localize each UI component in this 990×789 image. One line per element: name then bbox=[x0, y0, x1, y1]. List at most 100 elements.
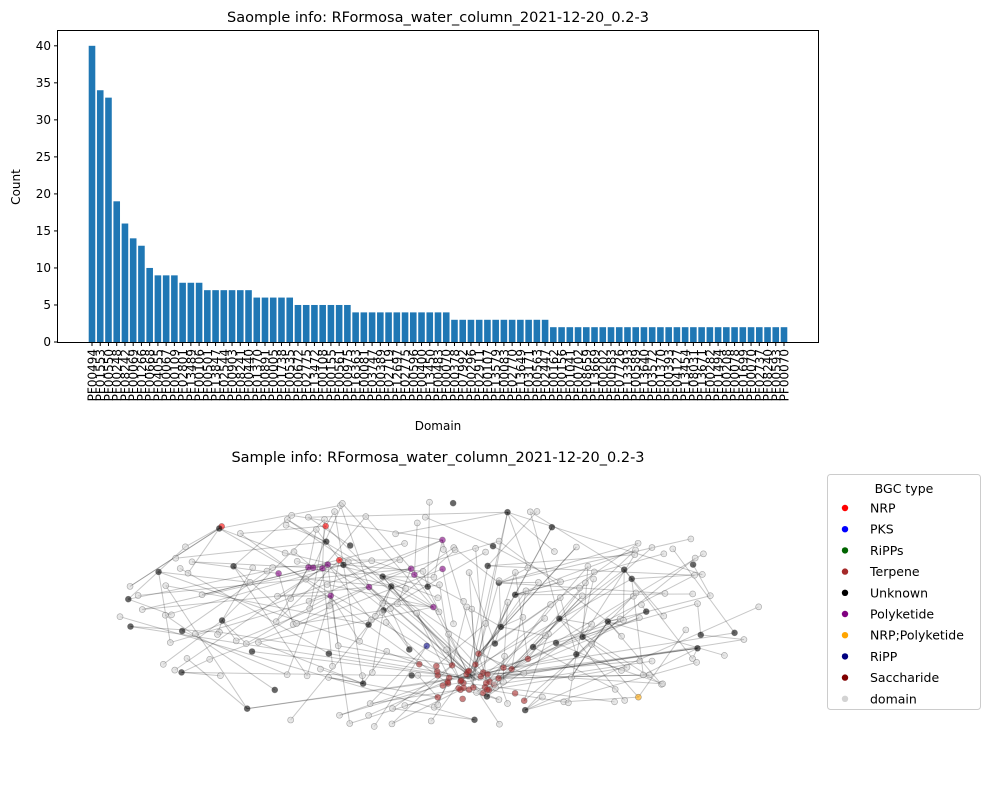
bar bbox=[162, 275, 170, 342]
legend-label: Terpene bbox=[869, 564, 920, 579]
x-tick-label: PF02447 bbox=[539, 349, 553, 401]
network-node bbox=[477, 673, 485, 680]
network-node bbox=[541, 615, 549, 622]
network-node bbox=[435, 608, 443, 616]
network-edge bbox=[582, 566, 589, 637]
bar-chart-y-axis: 0 5 10 15 20 25 30 35 40 bbox=[36, 39, 58, 349]
bar bbox=[88, 45, 96, 343]
network-node bbox=[497, 623, 505, 631]
network-node bbox=[366, 700, 374, 707]
network-edge bbox=[494, 602, 509, 644]
network-edge bbox=[511, 590, 527, 670]
network-node bbox=[370, 723, 378, 730]
network-node bbox=[588, 640, 596, 648]
network-node bbox=[171, 666, 179, 674]
network-edge bbox=[425, 516, 494, 547]
network-edge bbox=[339, 682, 449, 716]
bar-chart-x-label: Domain bbox=[415, 419, 462, 433]
network-edge bbox=[515, 553, 664, 596]
bar bbox=[401, 312, 409, 342]
bar bbox=[105, 97, 112, 343]
network-node bbox=[465, 667, 473, 675]
x-tick-label: PF00108 bbox=[316, 349, 330, 401]
network-edge bbox=[343, 564, 384, 604]
network-node bbox=[344, 558, 352, 566]
bar bbox=[409, 312, 417, 342]
bar bbox=[640, 327, 648, 342]
x-tick-label: PF00070 bbox=[745, 349, 759, 401]
legend-label: Polyketide bbox=[870, 607, 934, 622]
x-tick-label: PF00067 bbox=[160, 349, 174, 401]
bar bbox=[624, 327, 631, 342]
network-node bbox=[573, 651, 580, 658]
network-node bbox=[191, 630, 199, 638]
bar bbox=[648, 327, 656, 342]
network-node bbox=[519, 614, 527, 621]
network-edge bbox=[487, 554, 635, 567]
legend-label: domain bbox=[870, 691, 917, 706]
network-node bbox=[323, 581, 331, 588]
network-node bbox=[215, 525, 223, 532]
bar bbox=[615, 327, 623, 342]
network-edge bbox=[404, 696, 438, 706]
network-edge bbox=[511, 582, 586, 670]
network-node bbox=[125, 595, 132, 603]
x-tick-label: PF03572 bbox=[646, 349, 660, 401]
x-tick-label: PF02801 bbox=[176, 349, 190, 401]
network-node bbox=[388, 720, 396, 728]
bar bbox=[739, 327, 747, 342]
network-edge bbox=[195, 539, 443, 635]
bar bbox=[698, 327, 705, 342]
bar bbox=[665, 327, 672, 342]
network-node bbox=[379, 573, 386, 580]
network-edge bbox=[413, 522, 418, 575]
network-node bbox=[556, 615, 563, 622]
bar bbox=[475, 319, 483, 342]
x-tick-label: PF00081 bbox=[357, 349, 371, 401]
network-edge bbox=[290, 624, 369, 721]
network-node bbox=[731, 629, 738, 637]
network-edge bbox=[181, 567, 273, 632]
network-edge bbox=[637, 629, 687, 698]
legend-label: NRP bbox=[870, 501, 896, 516]
network-node bbox=[434, 693, 442, 701]
network-node bbox=[618, 632, 625, 640]
bar bbox=[344, 304, 351, 342]
network-edge bbox=[485, 574, 695, 684]
network-edge bbox=[128, 570, 268, 600]
network-edge bbox=[285, 552, 428, 588]
bar-chart-y-label: Count bbox=[9, 169, 23, 205]
network-node bbox=[346, 542, 354, 549]
network-edge bbox=[503, 604, 551, 668]
bar bbox=[681, 327, 689, 342]
bar bbox=[747, 327, 755, 342]
x-tick-label: PF04127 bbox=[670, 349, 684, 401]
network-node bbox=[206, 656, 214, 663]
network-edge bbox=[697, 603, 702, 635]
network-edge bbox=[532, 646, 616, 690]
network-node bbox=[511, 690, 519, 697]
network-edge bbox=[414, 574, 464, 602]
network-node bbox=[237, 530, 244, 537]
network-node bbox=[691, 571, 698, 579]
network-edge bbox=[328, 676, 438, 698]
network-node bbox=[529, 643, 537, 651]
network-edge bbox=[338, 559, 476, 680]
x-tick-label: PF00596 bbox=[407, 349, 421, 401]
network-node bbox=[368, 557, 376, 565]
network-edge bbox=[392, 708, 475, 721]
network-node bbox=[281, 549, 289, 557]
x-tick-label: PF07992 bbox=[456, 349, 470, 401]
network-node bbox=[459, 695, 466, 703]
network-node bbox=[271, 686, 279, 694]
network-edge bbox=[308, 516, 351, 546]
bar bbox=[385, 312, 392, 342]
network-edge bbox=[162, 620, 223, 665]
network-node bbox=[491, 679, 498, 686]
bar bbox=[566, 327, 574, 342]
network-node bbox=[470, 684, 477, 691]
network-edge bbox=[498, 542, 639, 584]
network-node bbox=[590, 575, 597, 583]
network-edge bbox=[330, 595, 351, 724]
x-tick-label: PF13450 bbox=[423, 349, 437, 401]
